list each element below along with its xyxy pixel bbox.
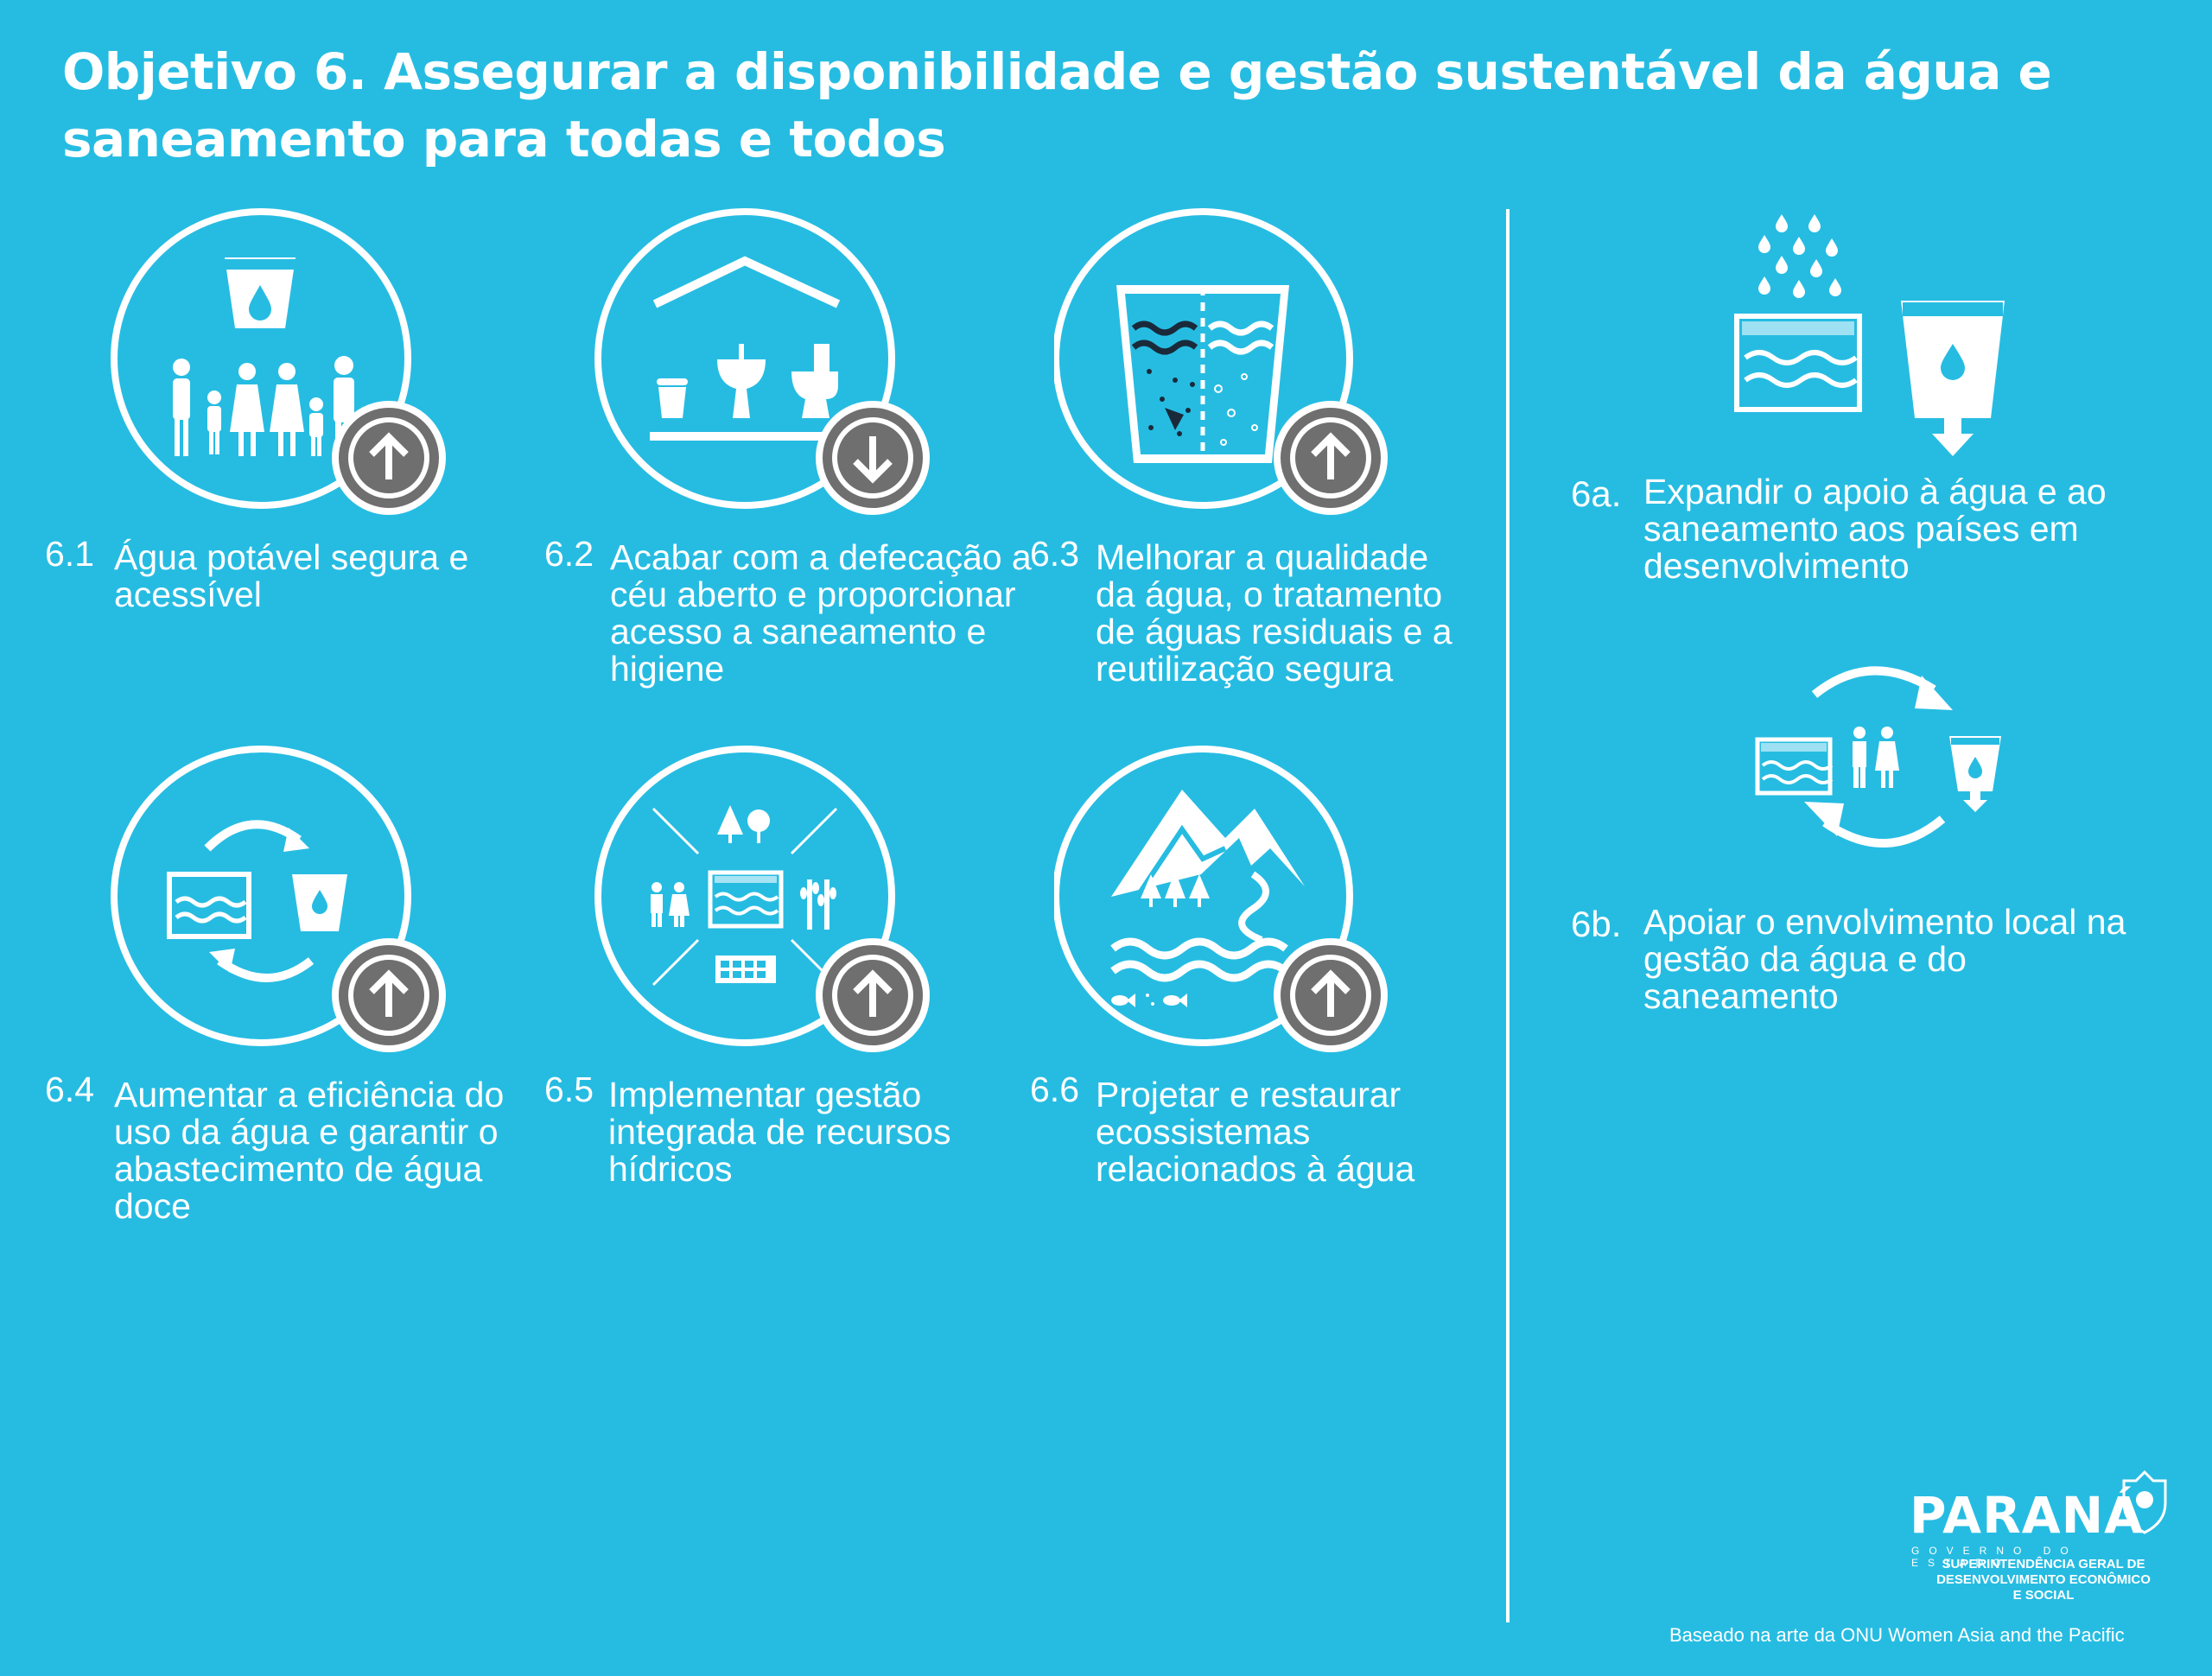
target-number: 6a. bbox=[1571, 473, 1622, 514]
logo-subtitle: GOVERNO DO ESTADO bbox=[1911, 1545, 2078, 1569]
target-text: Acabar com a defecação a céu aberto e pr… bbox=[610, 537, 1032, 689]
water-cycle-icon bbox=[111, 746, 446, 1052]
parana-logo: PARANÁ GOVERNO DO ESTADO SUPERINTENDÊNCI… bbox=[1901, 1469, 2177, 1607]
target-number: 6.1 bbox=[45, 534, 94, 574]
target-text: Implementar gestão integrada de recursos… bbox=[608, 1075, 951, 1189]
target-6-1: 6.1 bbox=[45, 207, 484, 573]
target-6-4: 6.4 bbox=[45, 745, 484, 1108]
logo-name: PARANÁ bbox=[1910, 1486, 2145, 1545]
integrated-resources-icon bbox=[594, 746, 930, 1052]
target-number: 6.4 bbox=[45, 1070, 94, 1109]
target-6-6: 6.6 bbox=[1030, 745, 1434, 1108]
community-water-cycle-icon bbox=[1755, 666, 2001, 848]
target-number: 6.3 bbox=[1030, 534, 1079, 574]
rain-water-support-icon bbox=[1734, 214, 2005, 456]
water-cup-family-icon bbox=[111, 208, 446, 515]
target-text: Água potável segura e acessível bbox=[114, 537, 469, 614]
target-text: Melhorar a qualidade da água, o tratamen… bbox=[1096, 537, 1452, 689]
divider bbox=[1506, 209, 1510, 1622]
target-number: 6.6 bbox=[1030, 1070, 1079, 1109]
target-6-3: 6.3 bbox=[1030, 207, 1434, 573]
target-number: 6.5 bbox=[544, 1070, 594, 1109]
target-text: Expandir o apoio à água e ao saneamento … bbox=[1643, 472, 2107, 586]
target-number: 6.2 bbox=[544, 534, 594, 574]
target-text: Aumentar a eficiência do uso da água e g… bbox=[114, 1075, 505, 1226]
coat-of-arms-icon bbox=[2122, 1470, 2167, 1534]
credit-note: Baseado na arte da ONU Women Asia and th… bbox=[1669, 1624, 2125, 1646]
mountain-ecosystem-icon bbox=[1054, 746, 1388, 1052]
water-treatment-glass-icon bbox=[1054, 208, 1388, 515]
target-text: Projetar e restaurar ecossistemas relaci… bbox=[1096, 1075, 1415, 1189]
sanitation-house-icon bbox=[594, 208, 930, 515]
target-number: 6b. bbox=[1571, 904, 1622, 944]
page-title: Objetivo 6. Assegurar a disponibilidade … bbox=[62, 42, 2052, 168]
target-6-2: 6.2 bbox=[544, 207, 968, 573]
target-text: Apoiar o envolvimento local na gestão da… bbox=[1643, 902, 2126, 1016]
logo-department: SUPERINTENDÊNCIA GERAL DE DESENVOLVIMENT… bbox=[1936, 1557, 2151, 1603]
target-6-5: 6.5 bbox=[544, 745, 968, 1108]
